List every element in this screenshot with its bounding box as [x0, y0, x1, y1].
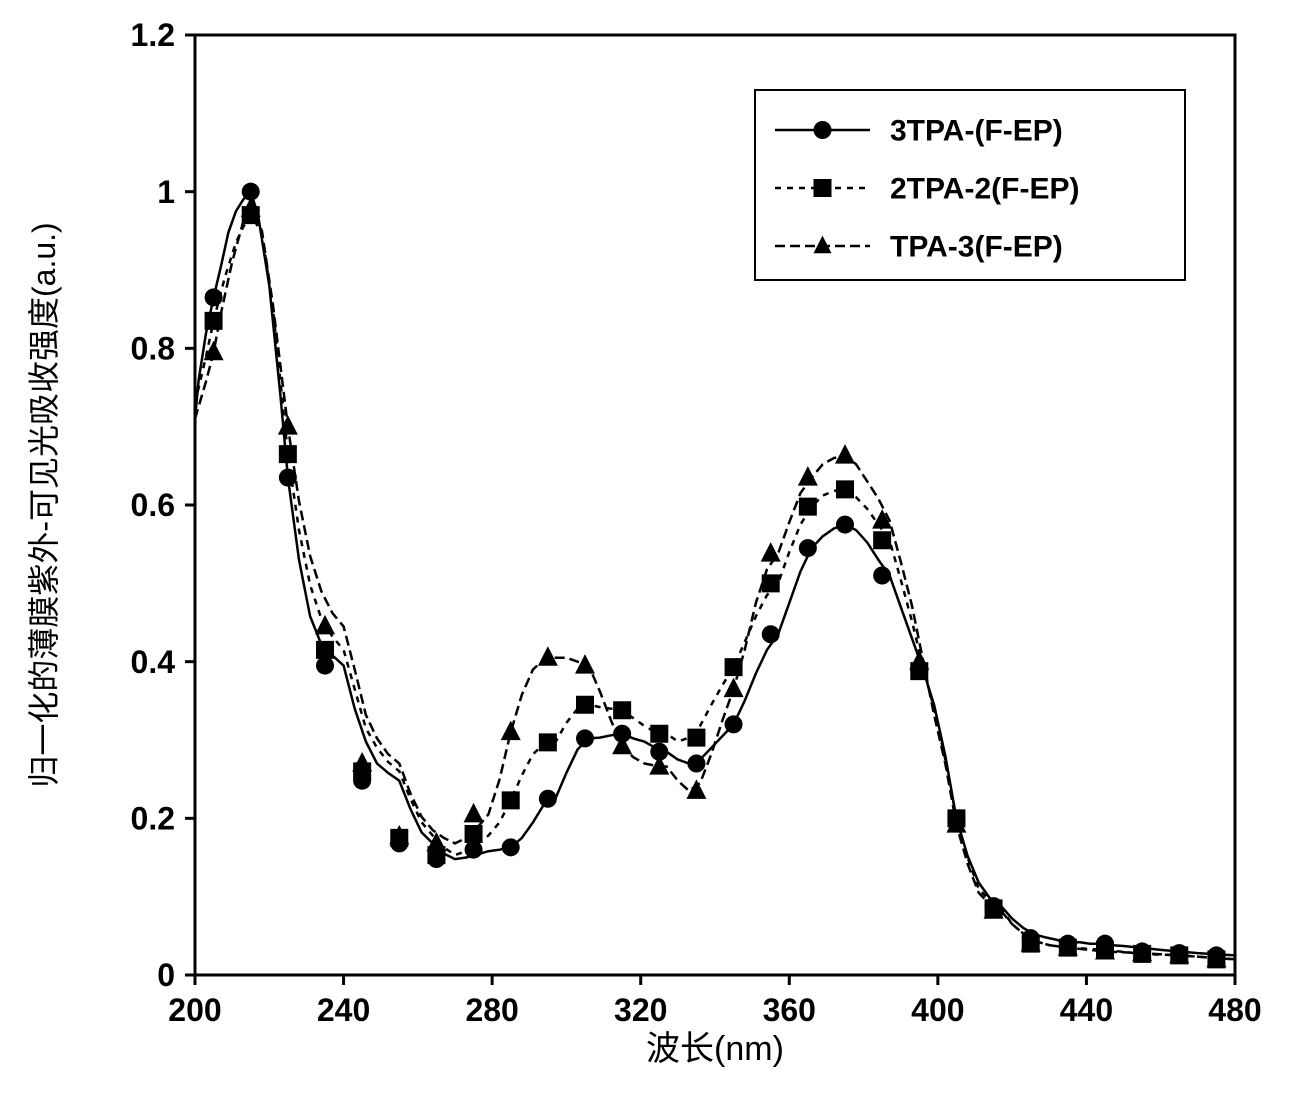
- y-tick-label: 1: [157, 174, 175, 210]
- series-marker: [576, 696, 594, 714]
- chart-container: 200 240 280 320 360 400 440 480 0 0.2 0.4 0.6 0.8 1 1.…: [0, 0, 1304, 1112]
- series-marker: [687, 729, 705, 747]
- legend-label: 2TPA-2(F-EP): [890, 173, 1079, 206]
- series-marker: [836, 480, 854, 498]
- series-marker: [762, 625, 780, 643]
- y-tick-label: 0: [157, 957, 175, 993]
- series-marker: [316, 657, 334, 675]
- x-tick-label: 400: [911, 992, 964, 1028]
- legend-marker: [814, 179, 832, 197]
- x-tick-label: 320: [614, 992, 667, 1028]
- series-marker: [687, 755, 705, 773]
- series-marker: [539, 733, 557, 751]
- legend-label: 3TPA-(F-EP): [890, 115, 1063, 148]
- series-marker: [613, 701, 631, 719]
- series-marker: [502, 838, 520, 856]
- line-chart: 200 240 280 320 360 400 440 480 0 0.2 0.4 0.6 0.8 1 1.…: [0, 0, 1304, 1112]
- x-tick-label: 280: [465, 992, 518, 1028]
- y-axis-label: 归一化的薄膜紫外-可见光吸收强度(a.u.): [26, 222, 62, 787]
- y-tick-label: 1.2: [131, 17, 175, 53]
- series-marker: [873, 567, 891, 585]
- series-marker: [502, 791, 520, 809]
- series-marker: [725, 715, 743, 733]
- series-marker: [725, 658, 743, 676]
- series-marker: [650, 725, 668, 743]
- series-marker: [836, 516, 854, 534]
- x-tick-label: 440: [1060, 992, 1113, 1028]
- x-tick-label: 360: [763, 992, 816, 1028]
- series-marker: [465, 825, 483, 843]
- legend-marker: [814, 121, 832, 139]
- series-marker: [539, 790, 557, 808]
- x-tick-label: 200: [168, 992, 221, 1028]
- series-marker: [799, 498, 817, 516]
- x-tick-label: 480: [1208, 992, 1261, 1028]
- legend-label: TPA-3(F-EP): [890, 231, 1063, 264]
- series-marker: [576, 729, 594, 747]
- x-tick-label: 240: [317, 992, 370, 1028]
- y-tick-label: 0.6: [131, 487, 175, 523]
- y-tick-label: 0.2: [131, 801, 175, 837]
- y-tick-label: 0.4: [131, 644, 176, 680]
- series-marker: [873, 531, 891, 549]
- series-marker: [316, 641, 334, 659]
- x-axis-label: 波长(nm): [646, 1030, 784, 1068]
- series-marker: [799, 539, 817, 557]
- y-tick-label: 0.8: [131, 331, 175, 367]
